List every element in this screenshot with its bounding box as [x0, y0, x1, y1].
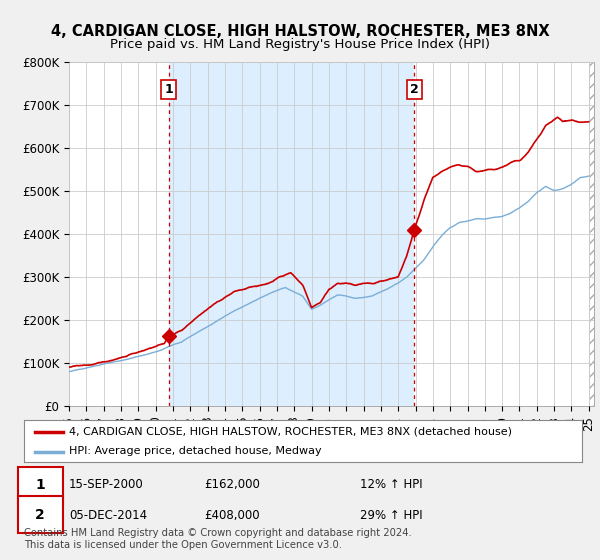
Text: 1: 1: [35, 478, 45, 492]
Text: 4, CARDIGAN CLOSE, HIGH HALSTOW, ROCHESTER, ME3 8NX: 4, CARDIGAN CLOSE, HIGH HALSTOW, ROCHEST…: [50, 24, 550, 39]
Text: 12% ↑ HPI: 12% ↑ HPI: [360, 478, 422, 491]
Bar: [169, 62, 414, 406]
Text: 15-SEP-2000: 15-SEP-2000: [69, 478, 144, 491]
Text: 2: 2: [35, 508, 45, 522]
Text: 4, CARDIGAN CLOSE, HIGH HALSTOW, ROCHESTER, ME3 8NX (detached house): 4, CARDIGAN CLOSE, HIGH HALSTOW, ROCHEST…: [68, 427, 512, 437]
Text: Price paid vs. HM Land Registry's House Price Index (HPI): Price paid vs. HM Land Registry's House …: [110, 38, 490, 50]
Bar: [589, 62, 598, 406]
Text: 29% ↑ HPI: 29% ↑ HPI: [360, 509, 422, 522]
Text: 2: 2: [410, 83, 419, 96]
Text: Contains HM Land Registry data © Crown copyright and database right 2024.
This d: Contains HM Land Registry data © Crown c…: [24, 528, 412, 550]
Text: HPI: Average price, detached house, Medway: HPI: Average price, detached house, Medw…: [68, 446, 321, 456]
Text: 05-DEC-2014: 05-DEC-2014: [69, 509, 147, 522]
Text: 1: 1: [164, 83, 173, 96]
Text: £408,000: £408,000: [204, 509, 260, 522]
Text: £162,000: £162,000: [204, 478, 260, 491]
